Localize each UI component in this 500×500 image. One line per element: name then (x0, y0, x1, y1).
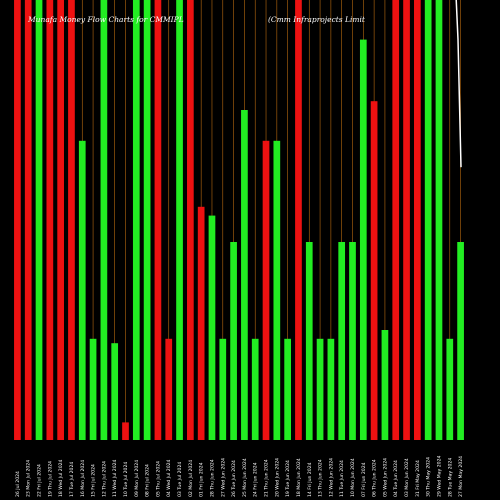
x-tick-label: 31 Fri May 2024 (415, 460, 421, 497)
bar (165, 338, 173, 440)
x-tick-label: 22 Fri Jul 2024 (37, 464, 43, 497)
bar (414, 0, 421, 440)
bar (316, 338, 324, 440)
bar (251, 338, 259, 440)
bars (14, 0, 464, 441)
x-tick-label: 11 Wed Jul 2024 (112, 459, 118, 497)
x-tick-label: 14 Fri Jun 2024 (307, 462, 313, 497)
bar (446, 338, 454, 440)
x-tick-label: 19 Thu Jul 2024 (47, 461, 53, 497)
bar (57, 0, 64, 440)
x-tick-label: 28 Thu Jun 2024 (209, 459, 215, 497)
x-tick-label: 18 Mon Jun 2024 (296, 458, 302, 497)
bar (208, 215, 216, 440)
x-tick-label: 17 Tue Jul 2024 (69, 462, 75, 497)
x-tick-label: 06 Thu Jun 2024 (372, 459, 378, 497)
x-tick-label: 16 Mon Jul 2024 (80, 460, 86, 497)
bar (435, 0, 443, 440)
bar (89, 338, 97, 440)
trend-line (455, 0, 462, 168)
bar (230, 242, 237, 440)
bar (241, 110, 248, 440)
x-tick-label: 19 Tue Jun 2024 (285, 460, 291, 497)
x-tick-label: 29 Wed May 2024 (436, 455, 442, 497)
x-tick-label: 24 Fri Jun 2024 (253, 462, 259, 497)
bar (392, 0, 400, 440)
bar (381, 330, 389, 440)
x-tick-label: 21 Thu Jun 2024 (264, 459, 270, 497)
bar (403, 0, 410, 440)
bar (424, 0, 432, 440)
bar (197, 206, 205, 440)
bar (370, 101, 378, 440)
bar (154, 0, 162, 440)
x-tick-label: 04 Tue Jun 2024 (393, 460, 399, 497)
x-tick-label: 23 Mon Jul 2024 (26, 460, 32, 497)
x-tick-label: 13 Thu Jun 2024 (318, 459, 324, 497)
bar (122, 422, 129, 440)
bar (305, 242, 313, 440)
x-tick-label: 10 Mon Jun 2024 (350, 458, 356, 497)
bar (359, 39, 367, 440)
x-tick-label: 27 Mon May 2024 (458, 456, 464, 497)
bar (349, 242, 356, 440)
bar (176, 0, 183, 440)
bar (327, 338, 335, 440)
bar (24, 0, 32, 440)
bar (14, 0, 21, 440)
bar (273, 140, 281, 441)
x-tick-label: 07 Fri Jun 2024 (361, 462, 367, 497)
x-tick-label: 15 Fri Jul 2024 (91, 464, 97, 497)
chart-title-left: Munafa Money Flow Charts for CMMIPL (27, 15, 184, 24)
x-tick-label: 10 Tue Jul 2024 (123, 462, 129, 497)
x-tick-label: 02 Mon Jul 2024 (188, 460, 194, 497)
x-tick-label: 26 Jul 2024 (15, 471, 21, 497)
bar (295, 0, 302, 440)
x-tick-label: 03 Tue Jul 2024 (177, 462, 183, 497)
x-tick-labels: 26 Jul 2024 23 Mon Jul 2024 22 Fri Jul 202… (15, 455, 464, 497)
x-tick-label: 12 Thu Jul 2024 (101, 461, 107, 497)
bar (338, 242, 346, 440)
x-tick-label: 09 Mon Jul 2024 (134, 460, 140, 497)
bar (284, 338, 291, 440)
bar (68, 0, 75, 440)
bar (132, 0, 140, 440)
bar (35, 0, 43, 440)
x-tick-label: 18 Wed Jul 2024 (58, 459, 64, 497)
x-tick-label: 30 Thu May 2024 (426, 457, 432, 497)
x-tick-label: 05 Thu Jul 2024 (155, 461, 161, 497)
x-tick-label: 27 Wed Jun 2024 (220, 458, 226, 497)
x-tick-label: 04 Wed Jul 2024 (166, 459, 172, 497)
x-tick-label: 12 Wed Jun 2024 (328, 458, 334, 497)
bar (111, 343, 119, 440)
bar (219, 338, 227, 440)
bar (143, 0, 151, 440)
x-tick-label: 25 Mon Jun 2024 (242, 458, 248, 497)
x-tick-label: 26 Tue Jun 2024 (231, 460, 237, 497)
x-tick-label: 11 Tue Jun 2024 (339, 460, 345, 497)
bar (457, 242, 464, 440)
bar (187, 0, 194, 440)
x-tick-label: 05 Wed Jun 2024 (382, 458, 388, 497)
x-tick-label: 20 Wed Jun 2024 (274, 458, 280, 497)
bar (46, 0, 54, 440)
bar (262, 140, 270, 441)
bar (100, 0, 108, 440)
bar (78, 140, 86, 441)
x-tick-label: 08 Fri Jul 2024 (145, 464, 151, 497)
x-tick-label: 03 Mon Jun 2024 (404, 458, 410, 497)
chart-title-right: (Cmm Infraprojects Limit (268, 15, 366, 24)
x-tick-label: 01 Fri Jun 2024 (199, 462, 205, 497)
x-tick-label: 28 Tue May 2024 (447, 458, 453, 497)
